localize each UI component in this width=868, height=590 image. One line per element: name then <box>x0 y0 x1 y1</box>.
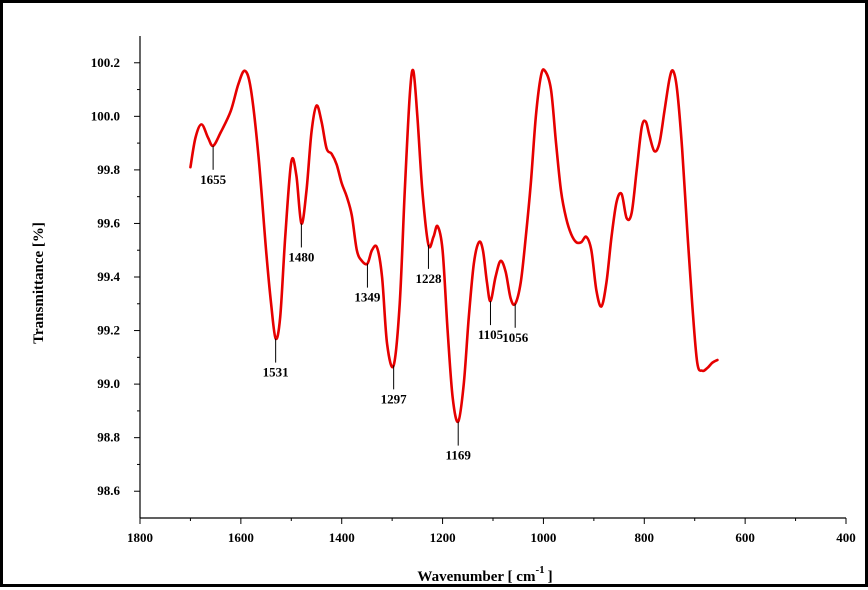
y-ticks: 98.6 98.8 99.0 99.2 99.4 99.6 99.8 100.0 100.2 <box>91 55 140 498</box>
peak-label: 1349 <box>354 290 381 305</box>
peak-label: 1531 <box>263 365 289 380</box>
x-axis-title: Wavenumber [ cm-1] <box>417 564 552 585</box>
y-tick-label: 99.0 <box>97 376 120 391</box>
y-tick-label: 98.6 <box>97 483 120 498</box>
peak-label: 1297 <box>381 391 408 406</box>
x-tick-label: 800 <box>635 530 655 545</box>
y-tick-label: 99.6 <box>97 215 120 230</box>
y-tick-label: 100.2 <box>91 55 120 70</box>
x-tick-label: 1400 <box>329 530 355 545</box>
y-tick-label: 98.8 <box>97 430 120 445</box>
axes <box>139 36 846 519</box>
peak-label: 1169 <box>446 448 472 463</box>
peak-label: 1480 <box>288 249 314 264</box>
ftir-spectrum-chart: 98.6 98.8 99.0 99.2 99.4 99.6 99.8 100.0 100.2 1… <box>31 36 856 585</box>
x-tick-label: 1200 <box>430 530 456 545</box>
y-tick-label: 99.8 <box>97 162 120 177</box>
peak-labels: 1655 1531 1480 1349 1297 1228 1169 1105 1056 <box>200 145 529 463</box>
x-tick-label: 1600 <box>228 530 254 545</box>
x-tick-label: 1800 <box>127 530 153 545</box>
x-tick-label: 600 <box>735 530 755 545</box>
x-tick-label: 400 <box>836 530 856 545</box>
peak-label: 1056 <box>502 330 529 345</box>
y-tick-label: 99.2 <box>97 323 120 338</box>
spectrum-line <box>189 68 719 424</box>
x-ticks: 1800 1600 1400 1200 1000 800 600 400 <box>127 518 856 545</box>
peak-label: 1105 <box>478 327 504 342</box>
peak-label: 1655 <box>200 172 227 187</box>
peak-label: 1228 <box>415 271 442 286</box>
y-tick-label: 99.4 <box>97 269 120 284</box>
y-axis-title: Transmittance [%] <box>31 222 47 344</box>
y-tick-label: 100.0 <box>91 108 120 123</box>
x-tick-label: 1000 <box>530 530 556 545</box>
